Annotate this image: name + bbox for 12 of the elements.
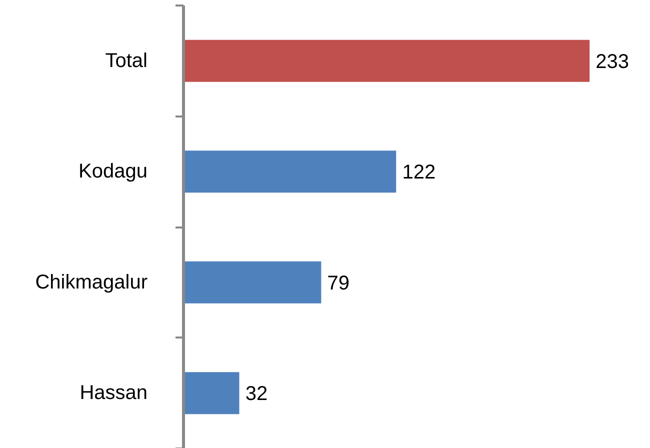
- bar: [184, 372, 240, 414]
- bar: [184, 40, 590, 82]
- bar: [184, 261, 322, 304]
- bar: [184, 150, 396, 193]
- y-tick-label: Hassan: [80, 382, 148, 404]
- data-label: 79: [327, 272, 350, 294]
- data-label: 122: [402, 162, 436, 184]
- data-label: 32: [245, 383, 268, 406]
- y-tick-label: Kodagu: [78, 160, 148, 183]
- y-tick-label: Total: [105, 50, 148, 72]
- y-tick-label: Chikmagalur: [35, 271, 148, 294]
- data-label: 233: [596, 50, 630, 73]
